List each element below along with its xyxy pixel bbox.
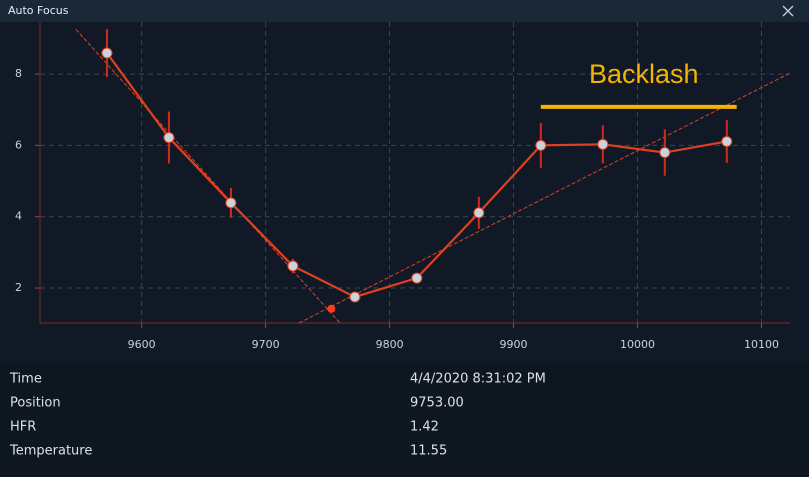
- info-label: Time: [9, 372, 42, 387]
- y-tick-label: 4: [15, 210, 22, 223]
- point: [659, 147, 671, 159]
- point: [473, 207, 485, 219]
- close-button[interactable]: [782, 5, 794, 17]
- info-value: 1.42: [410, 420, 439, 435]
- point: [597, 138, 609, 150]
- point: [163, 132, 175, 144]
- point: [535, 139, 547, 151]
- x-tick-label: 9700: [252, 338, 280, 351]
- info-label: Temperature: [9, 444, 92, 459]
- y-tick-label: 2: [15, 281, 22, 294]
- x-tick-label: 10000: [620, 338, 655, 351]
- point: [225, 197, 237, 209]
- window-title: Auto Focus: [8, 4, 69, 17]
- info-panel: Time 4/4/2020 8:31:02 PM Position 9753.00 HF…: [9, 372, 546, 459]
- title-bar: [0, 0, 809, 22]
- x-tick-label: 9900: [500, 338, 528, 351]
- y-tick-label: 8: [15, 67, 22, 80]
- trend-line: [298, 72, 790, 323]
- point: [101, 47, 113, 59]
- point: [287, 260, 299, 272]
- info-label: HFR: [10, 420, 36, 435]
- info-value: 11.55: [410, 444, 447, 459]
- info-value: 4/4/2020 8:31:02 PM: [410, 372, 546, 387]
- info-value: 9753.00: [410, 396, 464, 411]
- x-tick-label: 10100: [744, 338, 779, 351]
- x-tick-label: 9600: [128, 338, 156, 351]
- x-tick-label: 9800: [376, 338, 404, 351]
- chart-bg: [0, 22, 809, 362]
- point: [411, 272, 423, 284]
- minimum-point: [327, 304, 336, 313]
- info-label: Position: [10, 396, 61, 411]
- annotation-text: Backlash: [589, 59, 699, 89]
- point: [721, 135, 733, 147]
- y-tick-label: 6: [15, 138, 22, 151]
- plot: 2 4 6 8 9600 9700 9800 9900 10000 10100 Backlash: [15, 22, 790, 351]
- point: [349, 291, 361, 303]
